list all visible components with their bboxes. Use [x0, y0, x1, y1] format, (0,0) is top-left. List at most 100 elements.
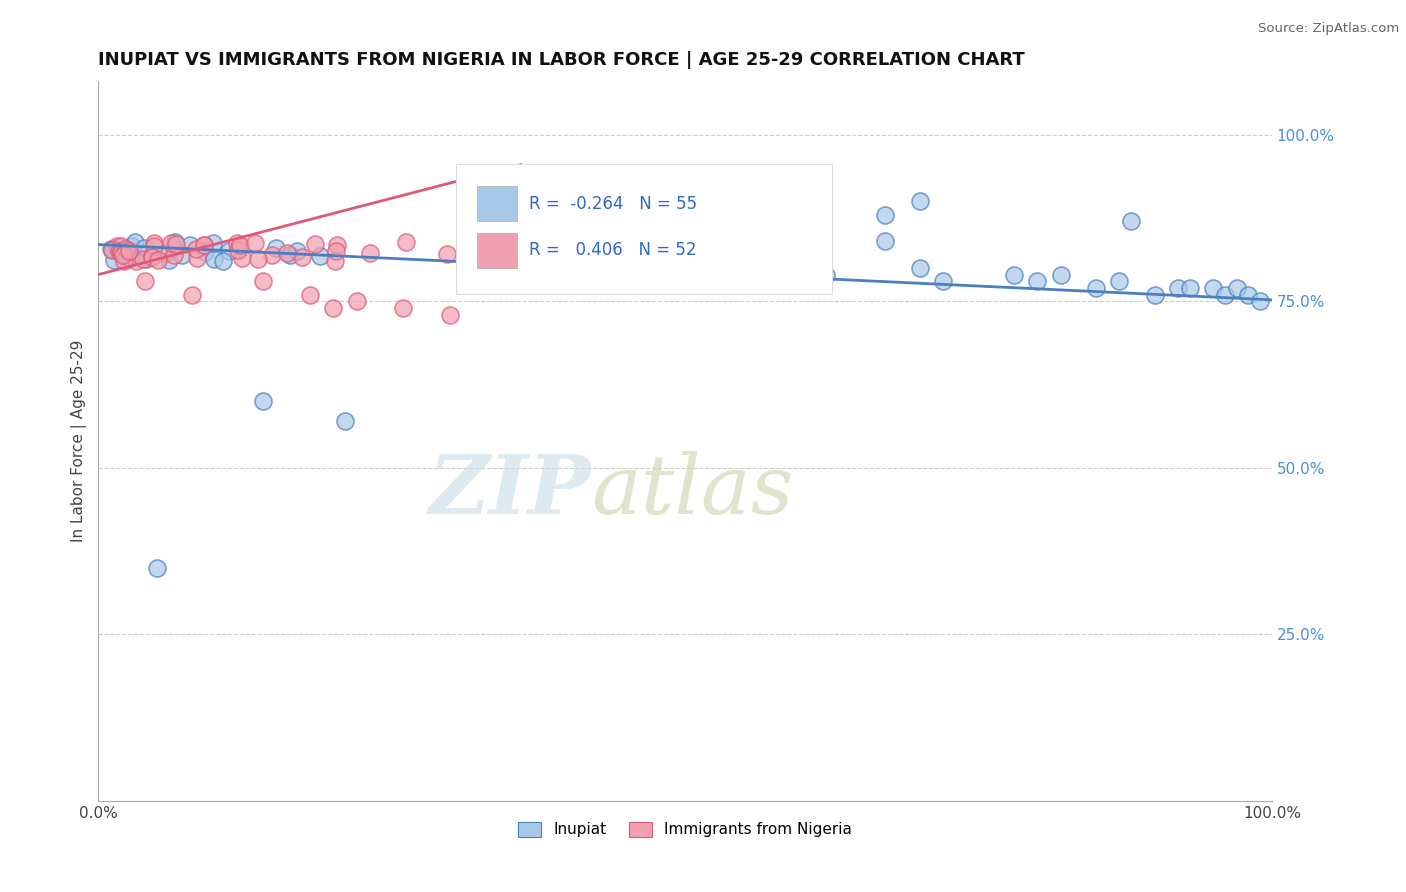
- Point: [111, 248, 134, 262]
- Point: [709, 247, 731, 261]
- Point: [141, 249, 163, 263]
- Point: [115, 242, 138, 256]
- Point: [392, 301, 415, 315]
- Point: [873, 234, 896, 248]
- Point: [117, 250, 139, 264]
- Point: [246, 252, 269, 266]
- Text: INUPIAT VS IMMIGRANTS FROM NIGERIA IN LABOR FORCE | AGE 25-29 CORRELATION CHART: INUPIAT VS IMMIGRANTS FROM NIGERIA IN LA…: [98, 51, 1025, 69]
- Point: [179, 238, 201, 252]
- Point: [1167, 281, 1189, 295]
- Point: [1249, 294, 1271, 309]
- Text: Source: ZipAtlas.com: Source: ZipAtlas.com: [1258, 22, 1399, 36]
- Point: [252, 274, 274, 288]
- Point: [143, 236, 166, 251]
- Point: [218, 244, 240, 259]
- Point: [110, 239, 132, 253]
- Point: [103, 243, 125, 257]
- Point: [464, 248, 486, 262]
- Point: [165, 235, 187, 250]
- Point: [908, 194, 931, 209]
- Point: [193, 238, 215, 252]
- Point: [252, 394, 274, 409]
- Point: [135, 252, 157, 267]
- Text: R =   0.406   N = 52: R = 0.406 N = 52: [529, 242, 696, 260]
- Point: [110, 245, 132, 260]
- Point: [110, 244, 132, 258]
- Point: [485, 252, 508, 266]
- Point: [181, 287, 204, 301]
- Point: [108, 244, 131, 259]
- Point: [456, 250, 478, 264]
- Point: [309, 249, 332, 263]
- Point: [326, 238, 349, 252]
- Point: [439, 308, 461, 322]
- Point: [132, 252, 155, 266]
- Legend: Inupiat, Immigrants from Nigeria: Inupiat, Immigrants from Nigeria: [512, 815, 858, 844]
- Point: [792, 208, 814, 222]
- Point: [108, 245, 131, 260]
- Point: [278, 248, 301, 262]
- Point: [112, 244, 135, 258]
- Point: [873, 208, 896, 222]
- Point: [346, 294, 368, 309]
- Point: [932, 274, 955, 288]
- Point: [105, 239, 128, 253]
- Point: [121, 238, 143, 252]
- Point: [231, 251, 253, 265]
- Point: [194, 245, 217, 260]
- Point: [172, 248, 194, 262]
- Point: [322, 301, 344, 315]
- Point: [103, 253, 125, 268]
- Point: [118, 244, 141, 258]
- Point: [304, 237, 326, 252]
- Point: [142, 239, 165, 253]
- Point: [1178, 281, 1201, 295]
- Point: [229, 238, 252, 252]
- Point: [436, 247, 458, 261]
- Point: [125, 253, 148, 268]
- Point: [124, 235, 146, 249]
- Point: [1213, 287, 1236, 301]
- Point: [814, 268, 837, 282]
- FancyBboxPatch shape: [478, 233, 517, 268]
- Point: [1049, 268, 1071, 282]
- Point: [160, 235, 183, 250]
- Point: [1026, 274, 1049, 288]
- Point: [100, 242, 122, 256]
- Point: [264, 241, 287, 255]
- Point: [1226, 281, 1249, 295]
- Point: [1084, 281, 1107, 295]
- Point: [112, 253, 135, 268]
- Point: [163, 248, 186, 262]
- Point: [226, 244, 249, 258]
- Point: [908, 260, 931, 275]
- FancyBboxPatch shape: [478, 186, 517, 221]
- Point: [395, 235, 418, 250]
- Point: [134, 241, 156, 255]
- Point: [146, 252, 169, 267]
- Point: [201, 235, 224, 250]
- Point: [157, 252, 180, 267]
- Point: [184, 242, 207, 256]
- Point: [792, 194, 814, 209]
- Point: [153, 246, 176, 260]
- Point: [1108, 274, 1130, 288]
- Point: [603, 221, 626, 235]
- Y-axis label: In Labor Force | Age 25-29: In Labor Force | Age 25-29: [72, 340, 87, 542]
- Point: [276, 245, 298, 260]
- Text: R =  -0.264   N = 55: R = -0.264 N = 55: [529, 194, 697, 212]
- Point: [134, 274, 156, 288]
- Text: atlas: atlas: [592, 451, 793, 532]
- Point: [165, 236, 187, 251]
- Text: ZIP: ZIP: [429, 451, 592, 532]
- Point: [260, 248, 283, 262]
- Point: [141, 250, 163, 264]
- Point: [101, 243, 124, 257]
- Point: [359, 246, 381, 260]
- Point: [1002, 268, 1025, 282]
- Point: [211, 253, 233, 268]
- Point: [146, 560, 169, 574]
- Point: [1119, 214, 1142, 228]
- Point: [285, 244, 308, 258]
- Point: [333, 414, 356, 428]
